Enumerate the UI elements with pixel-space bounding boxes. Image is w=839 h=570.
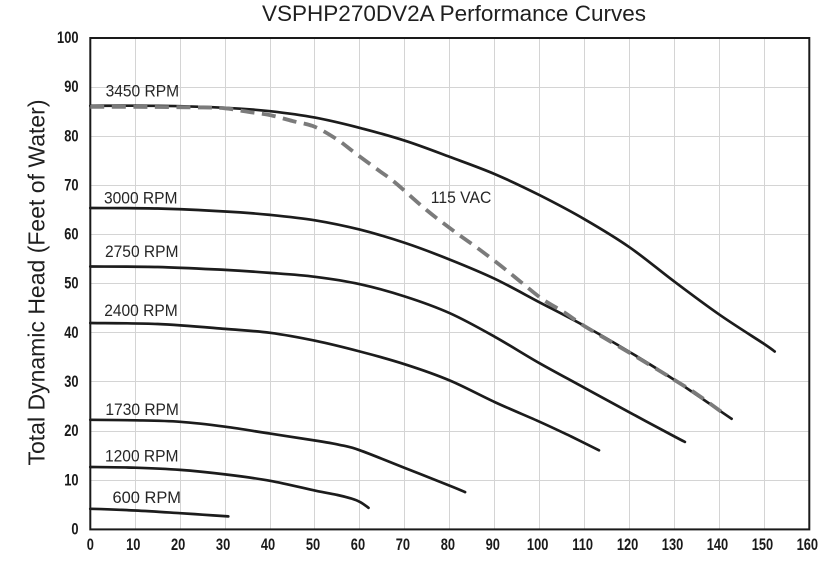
svg-text:600 RPM: 600 RPM <box>113 489 182 507</box>
svg-text:1730 RPM: 1730 RPM <box>105 401 178 419</box>
svg-text:160: 160 <box>797 537 818 555</box>
svg-text:20: 20 <box>64 423 78 441</box>
svg-text:VSPHP270DV2A Performance Curve: VSPHP270DV2A Performance Curves <box>262 1 646 26</box>
svg-text:140: 140 <box>707 537 728 555</box>
svg-text:3450 RPM: 3450 RPM <box>106 83 180 101</box>
svg-text:0: 0 <box>87 537 94 555</box>
svg-text:60: 60 <box>351 537 365 555</box>
svg-text:100: 100 <box>57 30 78 48</box>
svg-text:1200 RPM: 1200 RPM <box>105 447 179 465</box>
svg-text:2750 RPM: 2750 RPM <box>105 243 179 261</box>
svg-text:80: 80 <box>441 537 455 555</box>
svg-text:50: 50 <box>306 537 320 555</box>
svg-text:10: 10 <box>126 537 140 555</box>
svg-text:20: 20 <box>171 537 185 555</box>
svg-text:Total Dynamic Head (Feet of Wa: Total Dynamic Head (Feet of Water) <box>24 100 50 466</box>
svg-text:70: 70 <box>64 177 78 195</box>
svg-text:30: 30 <box>64 374 78 392</box>
svg-text:50: 50 <box>64 275 78 293</box>
svg-text:70: 70 <box>396 537 410 555</box>
svg-text:150: 150 <box>752 537 773 555</box>
svg-text:40: 40 <box>261 537 275 555</box>
svg-text:2400 RPM: 2400 RPM <box>104 302 178 320</box>
svg-text:40: 40 <box>64 324 78 342</box>
svg-text:115 VAC: 115 VAC <box>431 189 492 207</box>
svg-text:100: 100 <box>527 537 548 555</box>
svg-text:110: 110 <box>572 537 593 555</box>
svg-text:30: 30 <box>216 537 230 555</box>
svg-text:90: 90 <box>64 79 78 97</box>
svg-text:80: 80 <box>64 128 78 146</box>
svg-text:130: 130 <box>662 537 683 555</box>
svg-text:120: 120 <box>617 537 638 555</box>
svg-text:10: 10 <box>64 472 78 490</box>
svg-text:3000 RPM: 3000 RPM <box>104 190 178 208</box>
svg-text:90: 90 <box>486 537 500 555</box>
svg-text:0: 0 <box>71 521 78 539</box>
svg-text:60: 60 <box>64 226 78 244</box>
